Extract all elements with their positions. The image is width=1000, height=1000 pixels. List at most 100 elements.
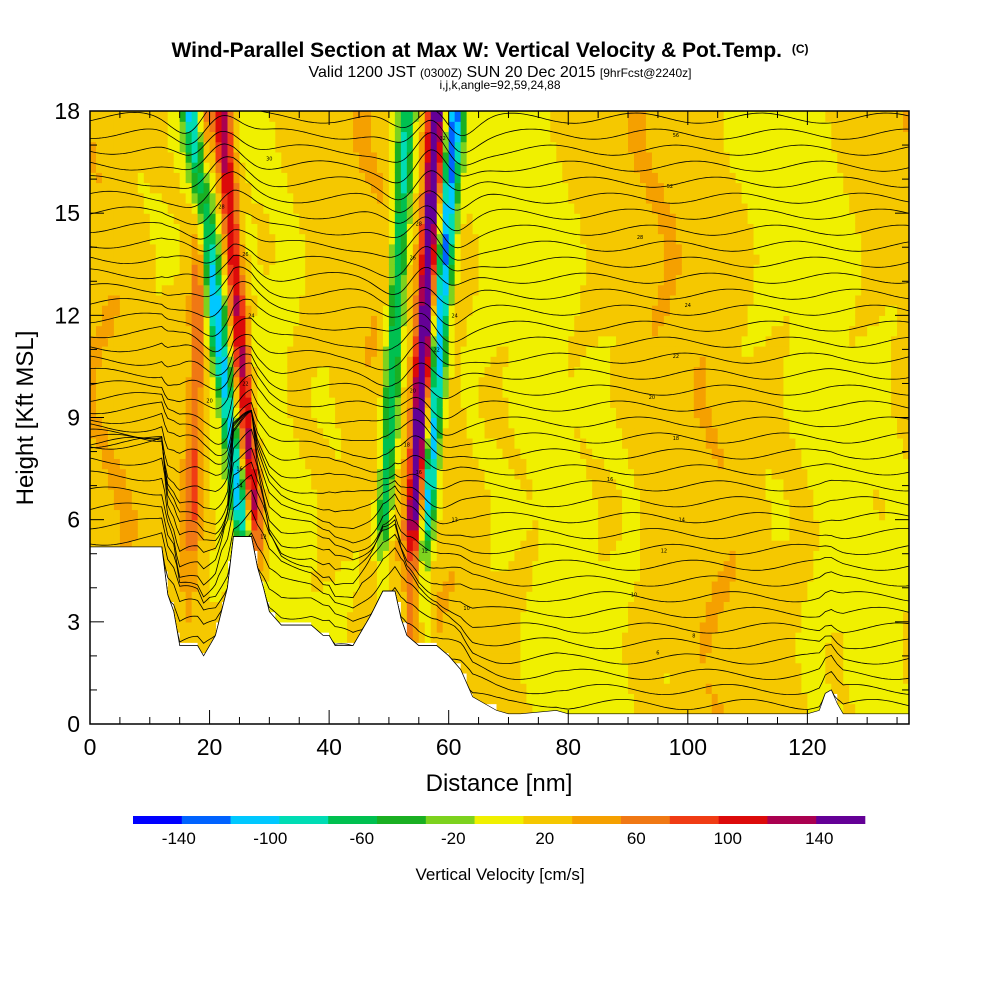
velocity-cell xyxy=(651,703,659,715)
velocity-cell xyxy=(203,591,211,602)
velocity-cell xyxy=(131,121,139,133)
velocity-cell xyxy=(173,202,181,214)
velocity-cell xyxy=(382,468,390,480)
velocity-cell xyxy=(645,683,653,694)
velocity-cell xyxy=(651,315,659,327)
velocity-cell xyxy=(347,540,354,551)
velocity-cell xyxy=(131,448,139,459)
velocity-cell xyxy=(197,366,205,378)
velocity-cell xyxy=(538,233,545,245)
velocity-cell xyxy=(514,162,522,173)
velocity-cell xyxy=(95,223,103,235)
velocity-cell xyxy=(394,335,402,347)
velocity-cell xyxy=(353,601,360,613)
velocity-cell xyxy=(263,407,270,419)
velocity-cell xyxy=(645,591,653,602)
velocity-cell xyxy=(478,550,486,562)
velocity-cell xyxy=(586,386,593,398)
velocity-cell xyxy=(430,540,438,551)
velocity-cell xyxy=(526,274,533,286)
velocity-cell xyxy=(580,243,587,255)
velocity-cell xyxy=(107,325,115,337)
velocity-cell xyxy=(149,264,157,276)
velocity-cell xyxy=(460,448,468,459)
velocity-cell xyxy=(412,509,420,521)
velocity-cell xyxy=(574,683,581,694)
velocity-cell xyxy=(197,274,205,286)
velocity-cell xyxy=(645,621,653,633)
velocity-cell xyxy=(233,448,241,459)
velocity-cell xyxy=(645,111,653,122)
velocity-cell xyxy=(454,407,462,419)
velocity-cell xyxy=(370,141,378,153)
velocity-cell xyxy=(520,315,527,327)
velocity-cell xyxy=(281,264,288,276)
velocity-cell xyxy=(293,519,300,531)
velocity-cell xyxy=(639,243,647,255)
velocity-cell xyxy=(329,202,336,214)
velocity-cell xyxy=(203,345,211,357)
velocity-cell xyxy=(203,458,211,470)
velocity-cell xyxy=(442,417,450,429)
velocity-cell xyxy=(484,111,492,122)
velocity-cell xyxy=(341,151,348,163)
velocity-cell xyxy=(215,223,223,235)
velocity-cell xyxy=(341,233,348,245)
velocity-cell xyxy=(251,131,258,143)
velocity-cell xyxy=(263,529,270,541)
velocity-cell xyxy=(520,672,527,684)
velocity-cell xyxy=(562,427,569,439)
velocity-cell xyxy=(544,683,551,694)
velocity-cell xyxy=(478,693,486,705)
velocity-cell xyxy=(155,182,163,194)
velocity-cell xyxy=(580,305,587,316)
velocity-cell xyxy=(347,519,354,531)
velocity-cell xyxy=(508,192,516,204)
velocity-cell xyxy=(604,560,611,572)
velocity-cell xyxy=(107,489,115,500)
velocity-cell xyxy=(412,601,420,613)
velocity-cell xyxy=(233,233,241,245)
velocity-cell xyxy=(502,397,510,408)
velocity-cell xyxy=(628,540,635,551)
velocity-cell xyxy=(179,192,187,204)
velocity-cell xyxy=(263,345,270,357)
velocity-cell xyxy=(287,448,294,459)
velocity-cell xyxy=(239,111,247,122)
velocity-cell xyxy=(532,672,539,684)
velocity-cell xyxy=(227,141,235,153)
velocity-cell xyxy=(490,570,498,582)
velocity-cell xyxy=(532,662,539,674)
velocity-cell xyxy=(400,489,408,500)
velocity-cell xyxy=(299,448,306,459)
velocity-cell xyxy=(436,202,444,214)
velocity-cell xyxy=(634,611,641,623)
velocity-cell xyxy=(376,131,384,143)
velocity-cell xyxy=(508,672,516,684)
velocity-cell xyxy=(179,264,187,276)
velocity-cell xyxy=(287,366,294,378)
velocity-cell xyxy=(191,611,199,623)
velocity-cell xyxy=(376,560,384,572)
velocity-cell xyxy=(424,254,432,265)
velocity-cell xyxy=(472,345,480,357)
velocity-cell xyxy=(155,325,163,337)
velocity-cell xyxy=(645,202,653,214)
velocity-cell xyxy=(215,540,223,551)
velocity-cell xyxy=(335,223,342,235)
velocity-cell xyxy=(101,172,109,184)
velocity-cell xyxy=(502,407,510,419)
velocity-cell xyxy=(221,427,229,439)
velocity-cell xyxy=(568,458,575,470)
velocity-cell xyxy=(526,345,533,357)
velocity-cell xyxy=(305,274,312,286)
velocity-cell xyxy=(95,499,103,511)
velocity-cell xyxy=(502,642,510,654)
velocity-cell xyxy=(347,294,354,306)
velocity-cell xyxy=(245,192,253,204)
velocity-cell xyxy=(353,570,360,582)
velocity-cell xyxy=(376,478,384,490)
velocity-cell xyxy=(550,202,557,214)
velocity-cell xyxy=(191,284,199,296)
velocity-cell xyxy=(454,519,462,531)
